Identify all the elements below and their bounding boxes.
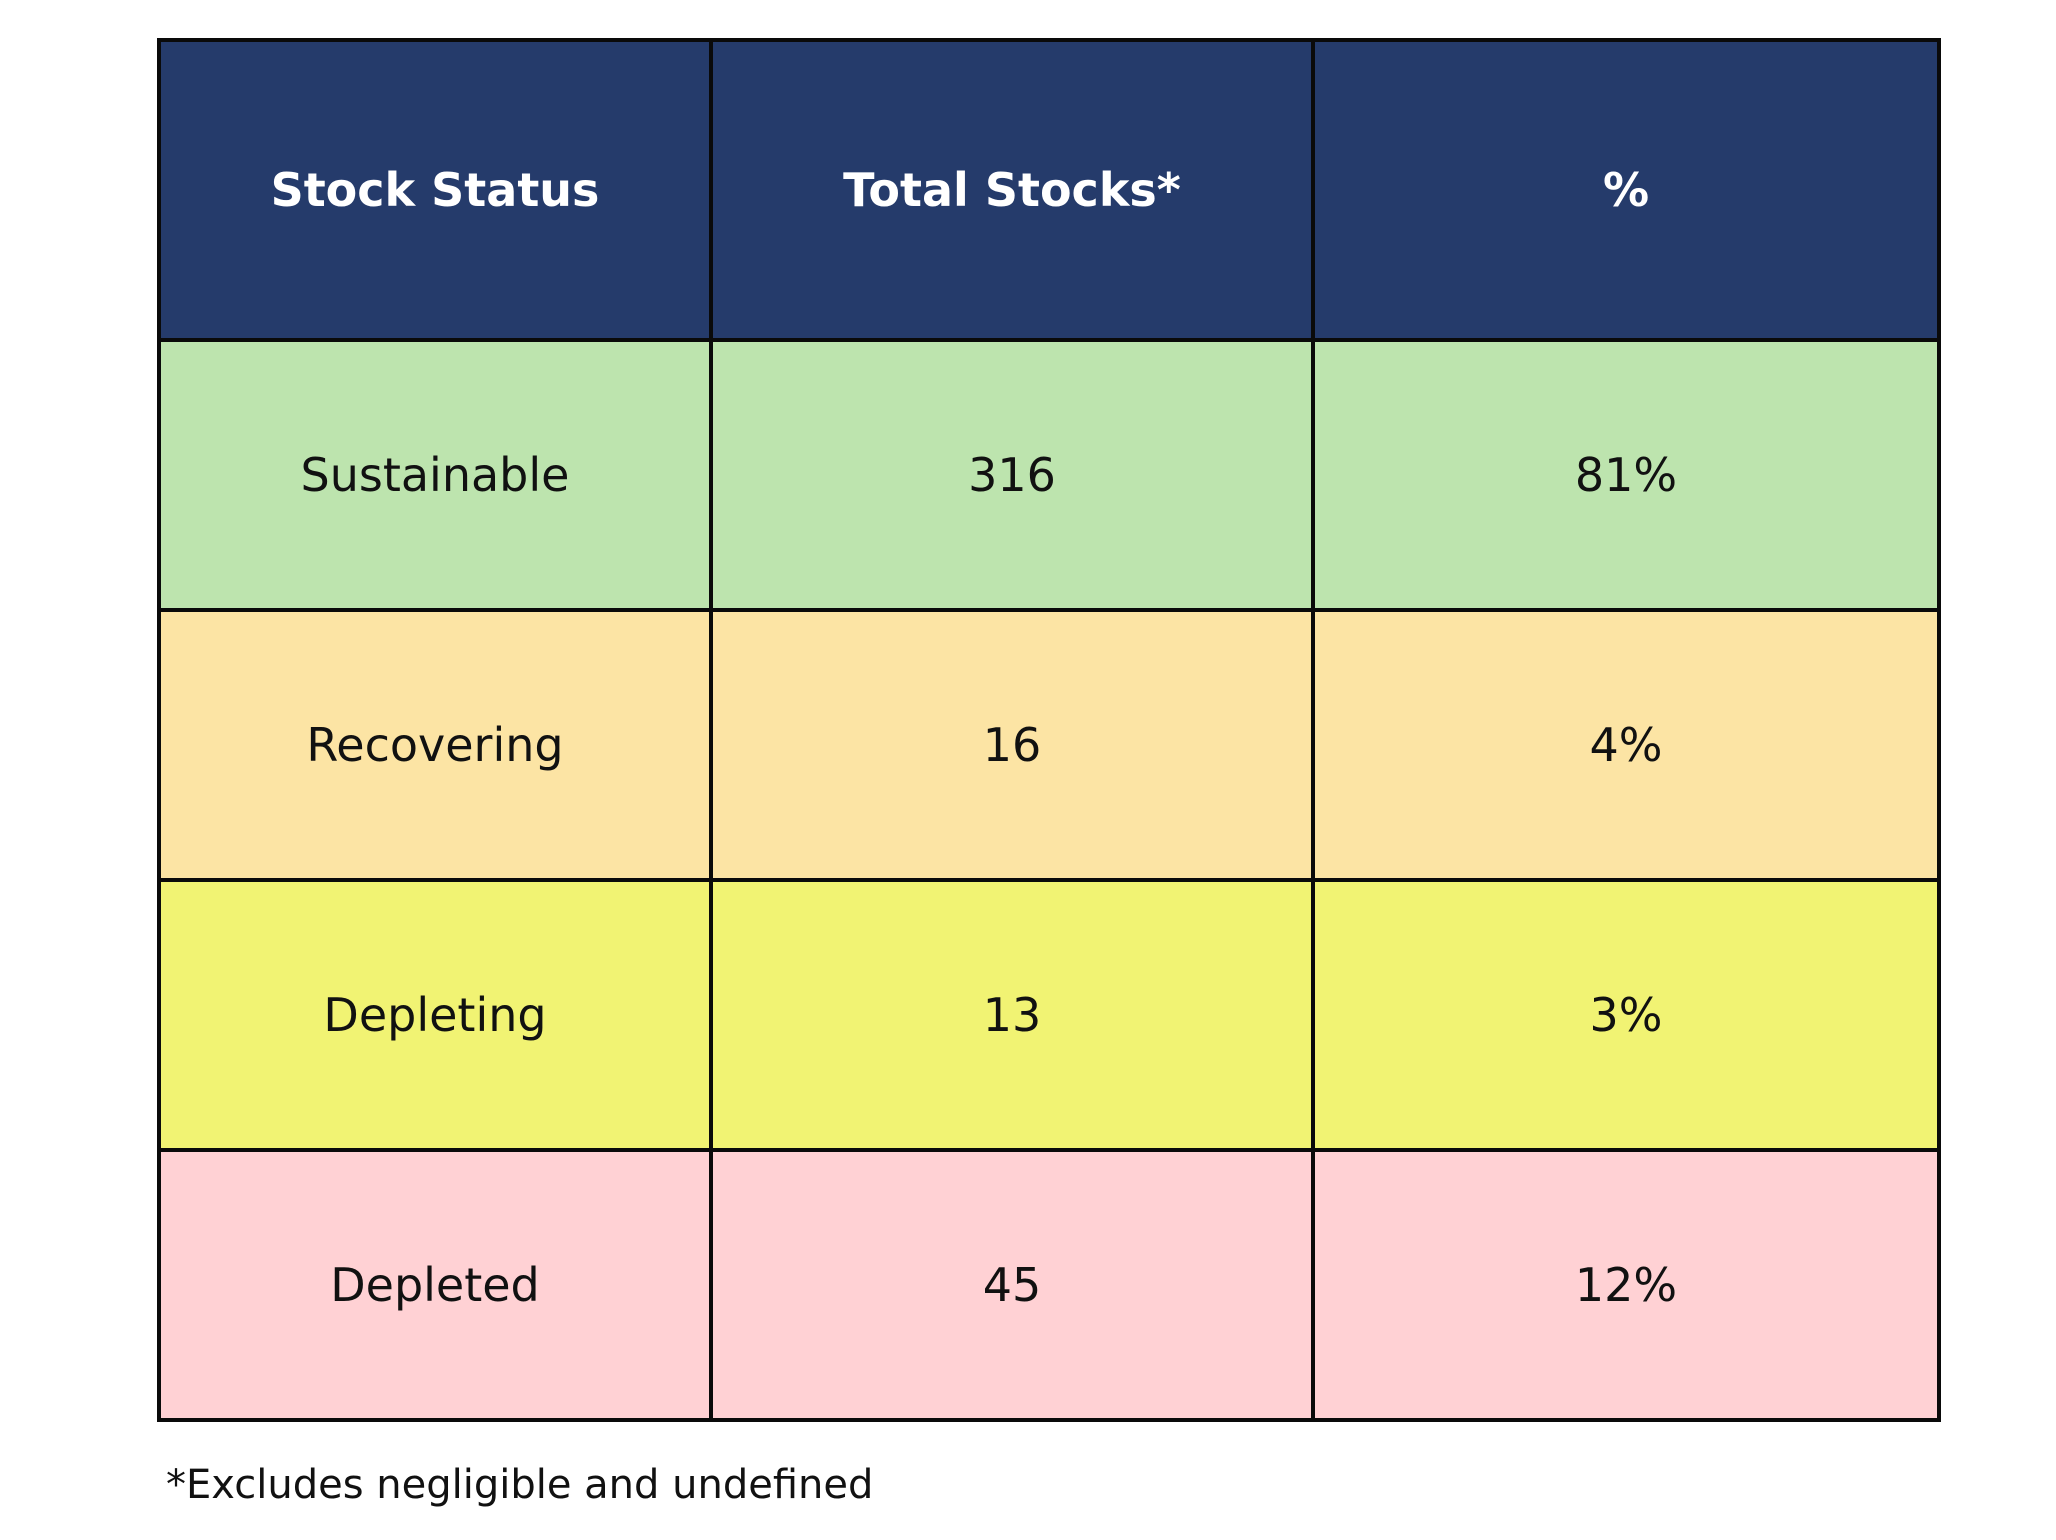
- cell-percent: 3%: [1311, 878, 1941, 1152]
- header-stock-status: Stock Status: [157, 38, 713, 342]
- cell-total: 16: [709, 608, 1315, 882]
- header-percent: %: [1311, 38, 1941, 342]
- footnote: *Excludes negligible and undefined: [166, 1462, 874, 1508]
- table-row-depleting: Depleting 13 3%: [157, 878, 1941, 1152]
- cell-status: Depleted: [157, 1148, 713, 1422]
- stock-status-table: Stock Status Total Stocks* % Sustainable…: [157, 38, 1941, 1422]
- cell-status: Sustainable: [157, 338, 713, 612]
- table-header-row: Stock Status Total Stocks* %: [157, 38, 1941, 342]
- cell-percent: 4%: [1311, 608, 1941, 882]
- cell-status: Recovering: [157, 608, 713, 882]
- table-row-depleted: Depleted 45 12%: [157, 1148, 1941, 1422]
- header-total-stocks: Total Stocks*: [709, 38, 1315, 342]
- cell-status: Depleting: [157, 878, 713, 1152]
- cell-percent: 12%: [1311, 1148, 1941, 1422]
- table-row-sustainable: Sustainable 316 81%: [157, 338, 1941, 612]
- table-row-recovering: Recovering 16 4%: [157, 608, 1941, 882]
- cell-total: 316: [709, 338, 1315, 612]
- cell-total: 45: [709, 1148, 1315, 1422]
- cell-percent: 81%: [1311, 338, 1941, 612]
- cell-total: 13: [709, 878, 1315, 1152]
